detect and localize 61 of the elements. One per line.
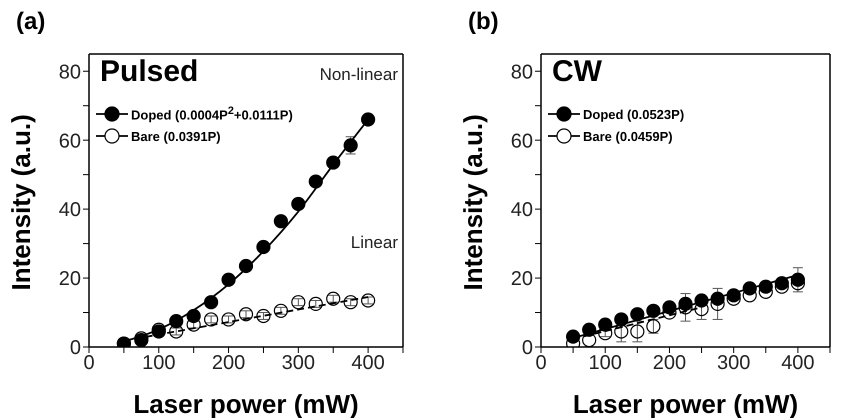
y-tick-label: 20	[510, 268, 533, 290]
y-tick-label: 20	[58, 268, 81, 290]
point	[582, 322, 596, 337]
point	[204, 295, 218, 310]
point	[326, 155, 340, 170]
point	[291, 196, 306, 212]
x-tick-label: 300	[282, 352, 316, 374]
x-tick-label: 200	[212, 352, 246, 374]
point	[256, 308, 271, 324]
y-tick-label: 60	[58, 130, 81, 152]
chart-title: (b)	[468, 8, 499, 36]
point	[646, 304, 660, 318]
x-tick-label: 0	[535, 352, 547, 374]
point	[256, 240, 271, 254]
chart-subtitle: Pulsed	[100, 55, 198, 89]
legend-label: Doped (0.0523P)	[583, 106, 684, 122]
x-tick-label: 200	[652, 352, 686, 374]
y-tick-label: 80	[510, 61, 533, 84]
x-tick-label: 0	[83, 352, 95, 374]
point	[291, 295, 306, 310]
y-tick-label: 80	[58, 61, 81, 84]
point	[274, 304, 288, 318]
point	[361, 293, 376, 308]
point	[614, 324, 628, 339]
x-tick-label: 100	[142, 352, 176, 374]
point	[169, 314, 184, 328]
legend-label: Doped (0.0004P$^{2}$+0.0111P)	[131, 105, 293, 123]
chart-subtitle: CW	[552, 55, 602, 89]
annotation: Linear	[350, 233, 398, 253]
point	[238, 307, 254, 322]
point	[361, 112, 376, 127]
point	[169, 324, 184, 339]
point	[238, 258, 254, 274]
point	[582, 333, 596, 347]
point	[274, 214, 288, 228]
point	[204, 312, 218, 327]
point	[221, 312, 236, 327]
y-tick-label: 0	[70, 337, 81, 360]
point	[308, 296, 323, 312]
point	[614, 312, 628, 327]
point	[630, 324, 644, 339]
y-tick-label: 40	[58, 199, 81, 222]
point	[326, 292, 340, 306]
y-tick-label: 60	[510, 130, 533, 152]
x-tick-label: 100	[588, 352, 622, 374]
y-tick-label: 40	[510, 199, 533, 222]
point	[630, 307, 644, 322]
chart-title: (a)	[16, 8, 46, 36]
y-axis-title: Intensity (a.u.)	[6, 114, 36, 290]
point	[694, 293, 709, 308]
y-axis-title: Intensity (a.u.)	[458, 114, 488, 290]
x-tick-label: 400	[781, 352, 815, 374]
point	[221, 272, 236, 287]
annotation: Non-linear	[320, 65, 398, 85]
x-tick-label: 300	[716, 352, 750, 374]
y-tick-label: 0	[522, 337, 533, 360]
point	[344, 295, 358, 310]
point	[308, 174, 323, 189]
legend-label: Bare (0.0391P)	[131, 128, 221, 144]
legend-label: Bare (0.0459P)	[583, 128, 673, 144]
x-tick-label: 400	[351, 352, 385, 374]
